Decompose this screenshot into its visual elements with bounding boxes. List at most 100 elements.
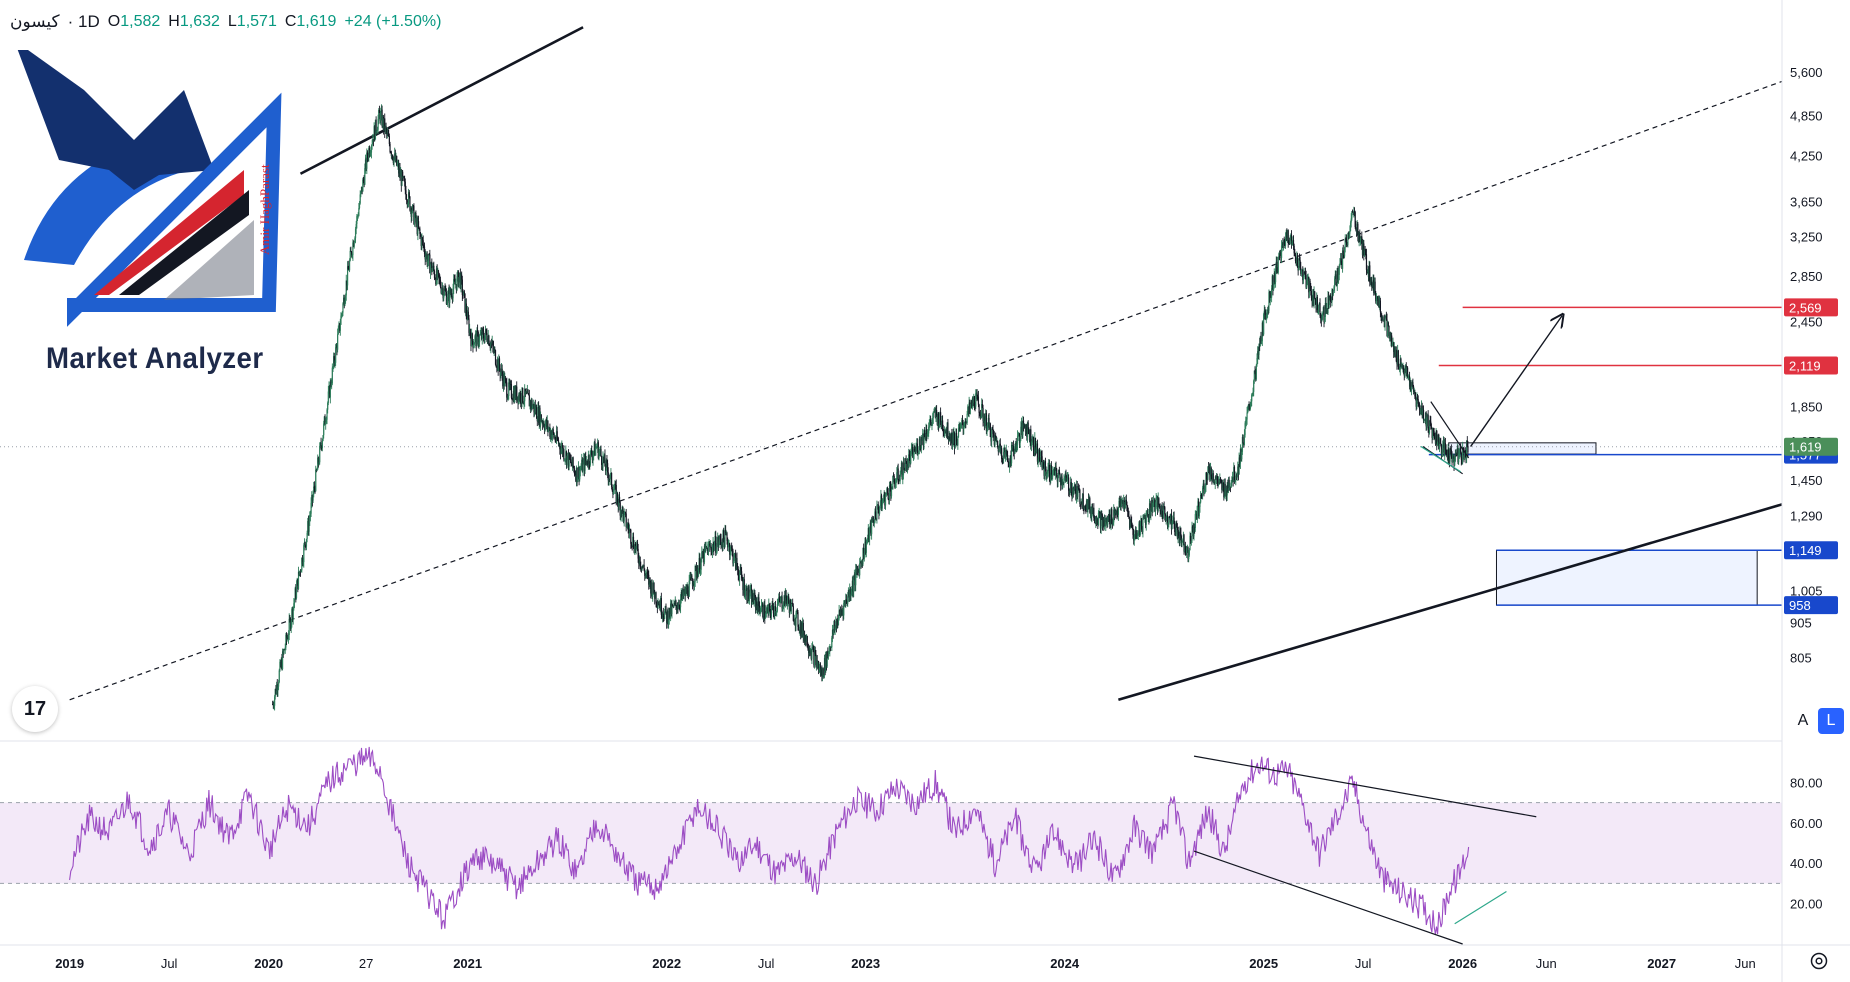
rsi-line[interactable]	[69, 746, 1470, 935]
candle-body	[480, 332, 483, 339]
candle-body	[1402, 367, 1404, 370]
candle-body	[368, 148, 371, 156]
candle-body	[782, 608, 784, 610]
candle-body	[664, 605, 666, 612]
candle-body	[495, 364, 497, 367]
price-pane[interactable]	[0, 26, 1850, 711]
candle-body	[1081, 501, 1083, 507]
candle-body	[1401, 366, 1403, 370]
candle-body	[1139, 523, 1141, 535]
candle-body	[389, 143, 391, 152]
candle-body	[331, 383, 333, 386]
candle-body	[726, 533, 728, 541]
auto-scale-button[interactable]: A	[1790, 708, 1816, 734]
candle-body	[886, 488, 889, 493]
candle-body	[725, 533, 727, 534]
candle-body	[1462, 447, 1464, 450]
candle-body	[685, 587, 687, 596]
candle-body	[1015, 442, 1017, 451]
candle-body	[1445, 449, 1447, 451]
candle-body	[1166, 515, 1169, 526]
settings-gear-icon[interactable]	[1808, 950, 1830, 972]
candle-body	[411, 205, 414, 213]
trendline[interactable]	[299, 26, 584, 175]
rsi-trendline[interactable]	[1454, 890, 1507, 925]
wedge-line-green[interactable]	[1420, 446, 1461, 473]
candle-body	[1059, 474, 1061, 483]
price-tick-label: 1,290	[1790, 508, 1823, 523]
candle-body	[1432, 429, 1434, 438]
candle-body	[1412, 386, 1415, 393]
candle-body	[367, 157, 369, 159]
candle-body	[608, 479, 610, 481]
candle-body	[1147, 514, 1149, 517]
candle-body	[987, 422, 989, 431]
channel-trendline[interactable]	[69, 62, 1837, 701]
candle-body	[428, 254, 430, 255]
support-zone[interactable]	[1495, 549, 1758, 606]
log-scale-button[interactable]: L	[1818, 708, 1844, 734]
candle-body	[356, 216, 358, 224]
interval-label[interactable]: · 1D	[67, 12, 100, 31]
candle-body	[522, 387, 524, 403]
candle-body	[628, 529, 631, 533]
candle-body	[445, 290, 447, 292]
symbol-name[interactable]: کیسون	[10, 12, 60, 32]
candle-body	[595, 447, 597, 456]
candle-body	[1255, 364, 1257, 380]
candle-body	[630, 543, 633, 546]
candle-body	[1345, 240, 1348, 245]
candle-body	[1458, 451, 1460, 454]
candle-body	[402, 171, 404, 178]
candle-body	[277, 686, 279, 691]
candle-body	[914, 448, 916, 451]
candle-body	[1420, 405, 1423, 409]
rsi-pane[interactable]	[0, 746, 1782, 945]
candle-body	[1197, 501, 1199, 506]
projection-arrow[interactable]	[1470, 316, 1563, 447]
candle-body	[1013, 450, 1015, 454]
candle-body	[1014, 447, 1016, 454]
candle-body	[548, 427, 550, 429]
candle-body	[453, 279, 455, 281]
candle-body	[1170, 513, 1172, 520]
candle-body	[1156, 496, 1159, 511]
symbol-header[interactable]: کیسون · 1D O1,582 H1,632 L1,571 C1,619 +…	[10, 10, 441, 34]
candle-body	[319, 445, 321, 463]
candle-body	[483, 338, 485, 343]
wedge-line[interactable]	[1430, 401, 1470, 459]
candle-body	[744, 595, 746, 597]
candle-body	[860, 561, 862, 564]
candle-body	[1203, 483, 1205, 493]
tradingview-logo[interactable]: 17	[12, 686, 58, 732]
candle-body	[487, 335, 489, 344]
candle-body	[335, 345, 337, 348]
candle-body	[1339, 258, 1342, 264]
candle-body	[1131, 527, 1133, 529]
candle-body	[1105, 518, 1108, 523]
candle-body	[458, 277, 460, 287]
candle-body	[793, 620, 795, 622]
candle-body	[1424, 412, 1427, 421]
candle-body	[1109, 514, 1111, 525]
candle-body	[875, 511, 877, 519]
rsi-trendline[interactable]	[1193, 755, 1537, 818]
candle-body	[1426, 414, 1429, 418]
candle-body	[1355, 227, 1357, 230]
candle-body	[1316, 296, 1318, 309]
candle-body	[447, 293, 449, 302]
candle-body	[989, 423, 991, 427]
candle-body	[518, 394, 520, 400]
candle-body	[1374, 281, 1376, 293]
candle-body	[410, 207, 412, 211]
candle-body	[1097, 512, 1100, 526]
rsi-trendline[interactable]	[1193, 850, 1463, 945]
support-zone[interactable]	[1448, 442, 1597, 455]
candle-body	[1450, 449, 1452, 457]
level-price-tag-bg	[1784, 298, 1838, 317]
candle-body	[542, 422, 544, 425]
candle-body	[465, 303, 467, 313]
candle-body	[1057, 475, 1059, 482]
trendline[interactable]	[1118, 432, 1850, 702]
